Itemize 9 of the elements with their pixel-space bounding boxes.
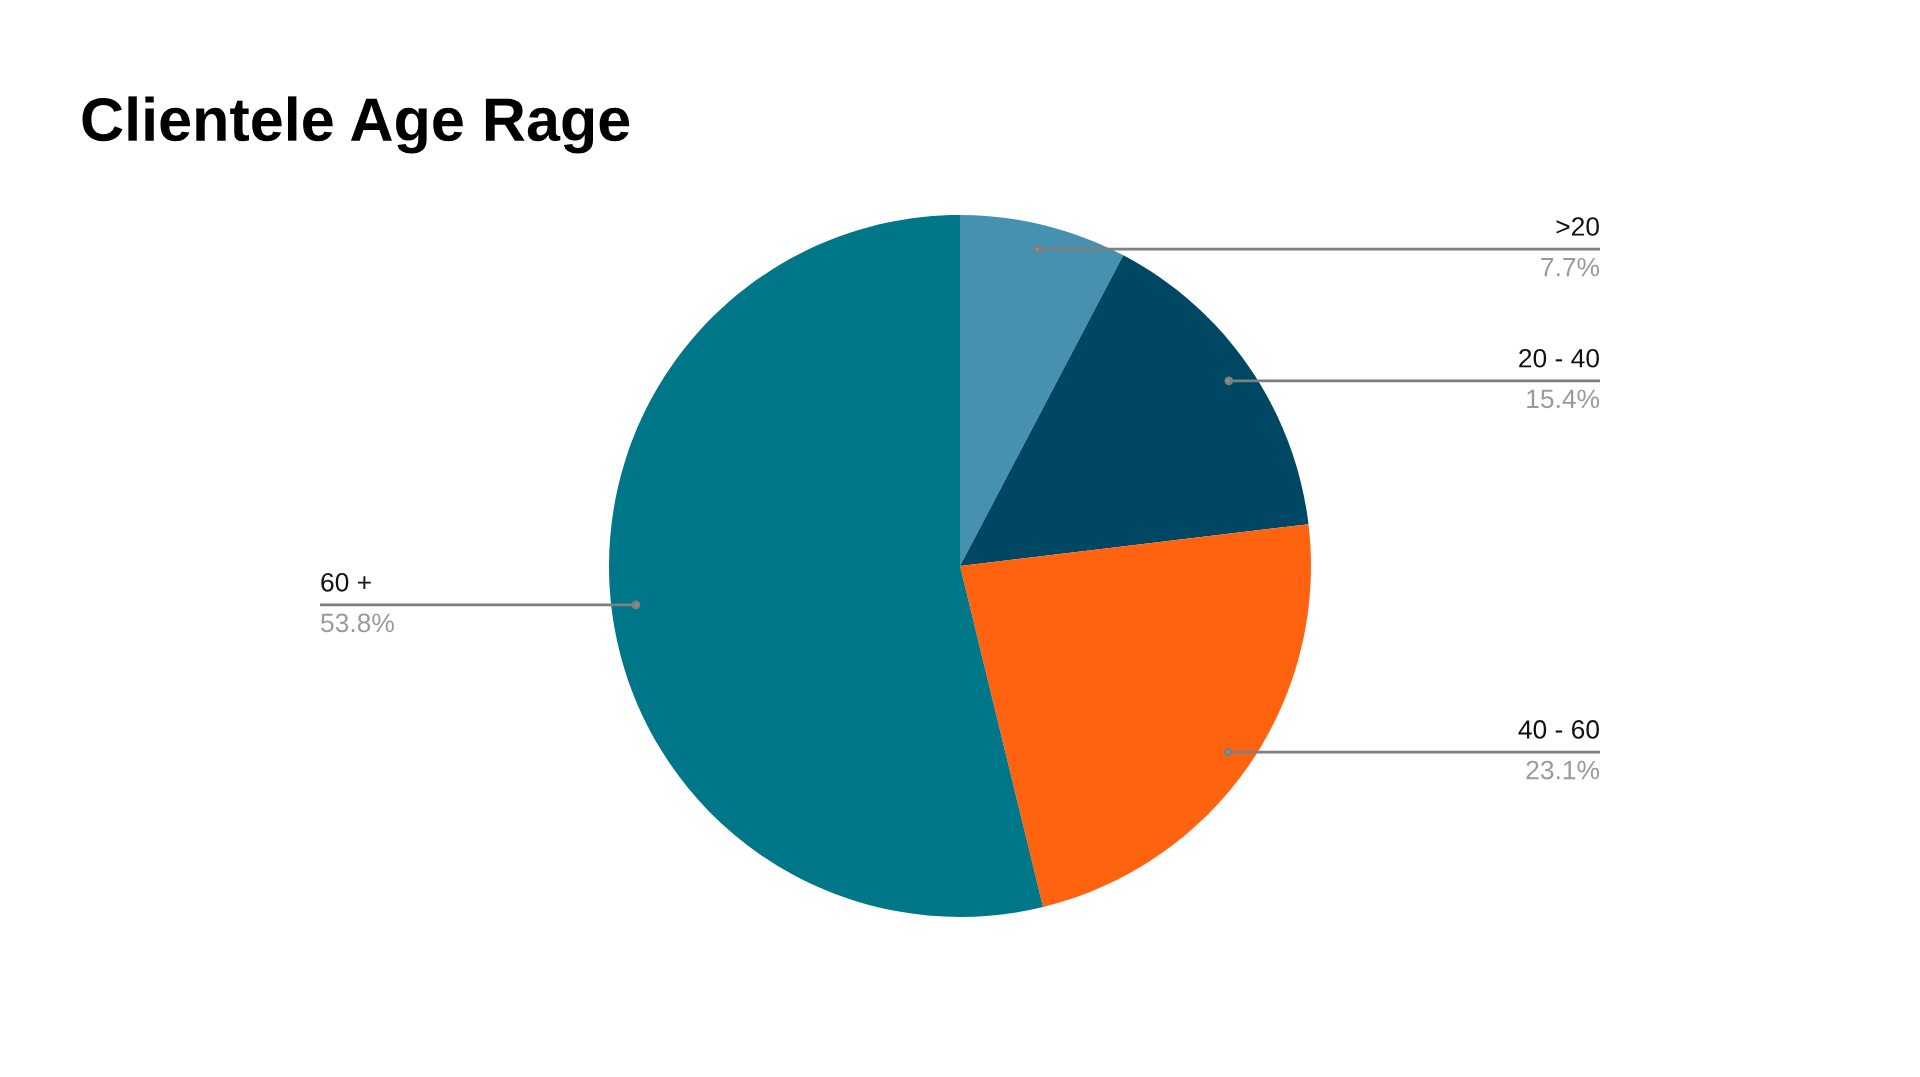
chart-title: Clientele Age Rage xyxy=(82,96,630,154)
data-label: 15.4% xyxy=(1527,389,1600,409)
slice-label: 60 + xyxy=(321,572,371,592)
data-label: 7.7% xyxy=(1541,257,1600,277)
slice-label: >20 xyxy=(1556,217,1599,236)
slice-label: 20 - 40 xyxy=(1519,348,1599,368)
data-label: 53.8% xyxy=(321,613,394,633)
data-label: 23.1% xyxy=(1526,760,1600,780)
slice-label: 40 - 60 xyxy=(1518,720,1599,739)
